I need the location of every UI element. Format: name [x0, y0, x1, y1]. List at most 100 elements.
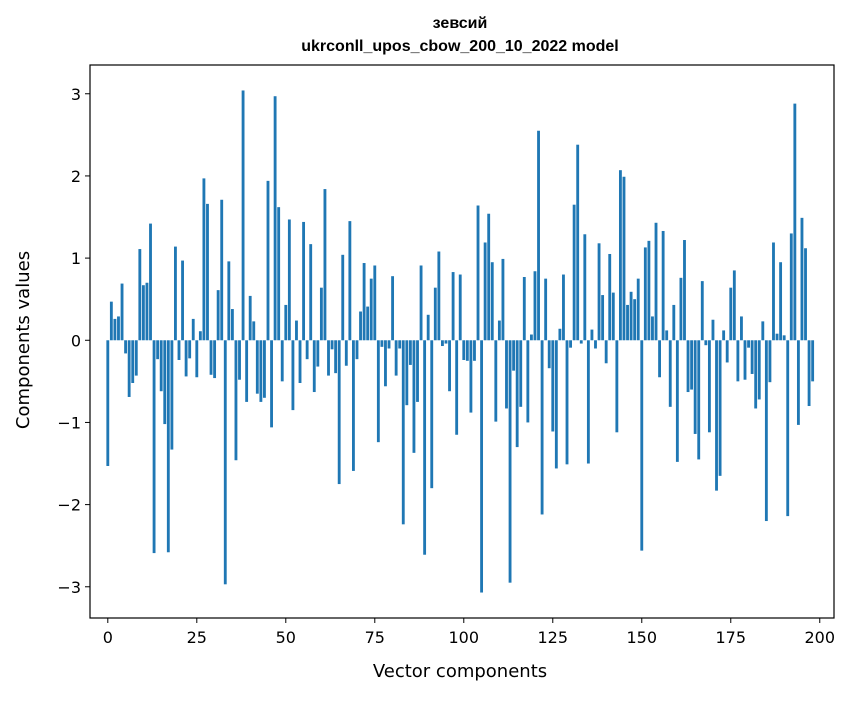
bar: [654, 222, 658, 341]
bar: [707, 340, 711, 433]
y-axis-label: Components values: [13, 251, 34, 429]
bar: [747, 340, 750, 348]
bar: [796, 340, 800, 425]
bar: [305, 340, 309, 360]
bar: [604, 340, 608, 364]
bar: [515, 340, 519, 448]
bar: [145, 282, 149, 341]
bar: [804, 248, 807, 341]
bar: [497, 320, 501, 341]
bar: [761, 321, 765, 341]
y-tick-label: −3: [57, 578, 81, 597]
bar: [725, 340, 729, 363]
bar: [230, 309, 234, 341]
bar: [793, 103, 797, 341]
bar: [134, 340, 138, 376]
bar: [312, 340, 316, 393]
bar: [206, 203, 209, 341]
bar: [576, 144, 580, 341]
x-axis-ticks: 0 25 50 75 100 125 150 175 200: [103, 618, 835, 647]
x-tick-label: 50: [276, 628, 296, 647]
y-tick-label: −1: [57, 413, 81, 432]
plot-frame: [89, 64, 835, 619]
bar: [693, 340, 697, 434]
bar: [152, 340, 156, 554]
bar: [586, 340, 590, 464]
bar: [732, 270, 736, 341]
bar: [590, 329, 594, 341]
bar: [259, 340, 263, 402]
bar: [505, 340, 508, 409]
bar: [330, 340, 334, 350]
bar: [266, 180, 270, 341]
y-axis-ticks: −3 −2 −1 0 1 2 3: [57, 85, 90, 597]
bar: [743, 340, 747, 380]
bar: [757, 340, 761, 400]
bar: [376, 340, 380, 443]
bar: [408, 340, 412, 365]
bar: [647, 240, 651, 341]
bar: [754, 340, 758, 409]
bar: [768, 340, 772, 383]
bar: [569, 340, 572, 348]
y-tick-label: 2: [71, 167, 81, 186]
bar: [672, 304, 676, 341]
bar: [451, 272, 455, 341]
bar: [740, 316, 743, 341]
bar: [337, 340, 341, 485]
bar: [163, 340, 167, 425]
bar: [227, 261, 231, 341]
bar: [359, 311, 362, 341]
bar: [736, 340, 740, 382]
bar: [138, 249, 142, 341]
x-axis-label: Vector components: [373, 661, 547, 682]
bar: [220, 199, 224, 341]
bar: [394, 340, 398, 376]
bar: [216, 290, 220, 341]
bar: [174, 246, 177, 341]
bar: [551, 340, 555, 432]
bar: [177, 340, 181, 360]
bar: [444, 340, 448, 344]
bar: [159, 340, 163, 392]
bar: [277, 207, 281, 341]
bar: [789, 233, 793, 341]
bar: [334, 340, 338, 374]
bar: [519, 340, 523, 407]
bar: [683, 240, 686, 341]
bar: [401, 340, 405, 525]
bar: [141, 285, 145, 341]
bar: [109, 301, 113, 341]
bar: [651, 316, 654, 341]
bar: [704, 340, 708, 346]
bar: [387, 340, 391, 349]
bar: [302, 221, 306, 341]
bar: [690, 340, 694, 390]
bar: [764, 340, 768, 522]
bar: [391, 276, 395, 341]
bar: [405, 340, 409, 406]
x-tick-label: 150: [626, 628, 657, 647]
bar: [697, 340, 701, 460]
bar: [658, 340, 661, 378]
bar: [241, 90, 245, 341]
bar: [273, 96, 277, 341]
bar: [537, 130, 540, 341]
y-tick-label: −2: [57, 496, 81, 515]
bar: [629, 291, 633, 341]
bar: [323, 189, 327, 341]
bar: [255, 340, 259, 394]
bar: [533, 271, 537, 341]
bar: [373, 265, 377, 341]
bar: [718, 340, 722, 476]
bar: [352, 340, 355, 471]
bar: [668, 340, 672, 407]
bar: [579, 340, 583, 344]
bar: [319, 287, 323, 341]
bar: [597, 243, 601, 341]
bar: [501, 258, 505, 341]
y-tick-label: 1: [71, 249, 81, 268]
bar: [529, 334, 533, 341]
bar: [811, 340, 815, 382]
